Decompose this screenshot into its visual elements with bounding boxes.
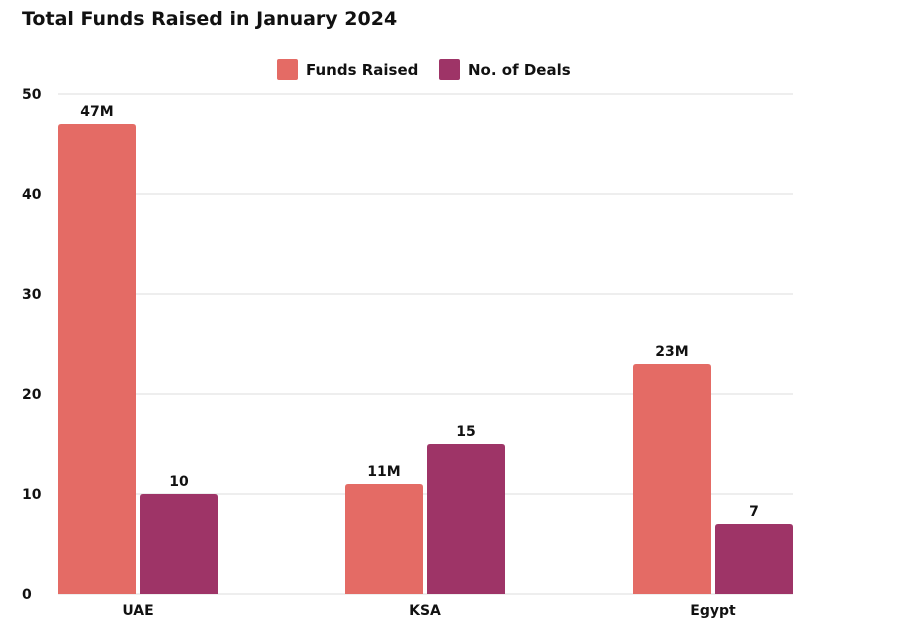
legend-label-no-of-deals: No. of Deals	[468, 61, 571, 79]
data-label: 11M	[367, 464, 400, 480]
data-label: 47M	[80, 104, 113, 120]
bar-uae-funds-raised	[58, 124, 136, 594]
bar-ksa-no-of-deals	[427, 444, 505, 594]
bar-egypt-funds-raised	[633, 364, 711, 594]
category-label-ksa: KSA	[409, 603, 441, 619]
legend-swatch-funds-raised	[277, 59, 298, 80]
bar-uae-no-of-deals	[140, 494, 218, 594]
data-label: 23M	[655, 344, 688, 360]
bars	[58, 124, 793, 594]
data-label: 15	[456, 424, 475, 440]
category-labels: UAE KSA Egypt	[122, 603, 736, 619]
y-axis-ticks: 0 10 20 30 40 50	[22, 87, 42, 603]
chart-title: Total Funds Raised in January 2024	[22, 8, 398, 30]
bar-egypt-no-of-deals	[715, 524, 793, 594]
category-label-uae: UAE	[122, 603, 153, 619]
legend: Funds Raised No. of Deals	[277, 59, 571, 80]
y-tick-label: 20	[22, 387, 42, 403]
data-labels: 47M 10 11M 15 23M 7	[80, 104, 759, 520]
bar-ksa-funds-raised	[345, 484, 423, 594]
y-tick-label: 50	[22, 87, 42, 103]
y-tick-label: 30	[22, 287, 42, 303]
y-tick-label: 10	[22, 487, 42, 503]
legend-label-funds-raised: Funds Raised	[306, 61, 418, 79]
legend-swatch-no-of-deals	[439, 59, 460, 80]
y-tick-label: 0	[22, 587, 32, 603]
data-label: 7	[749, 504, 759, 520]
y-tick-label: 40	[22, 187, 42, 203]
data-label: 10	[169, 474, 189, 490]
category-label-egypt: Egypt	[690, 603, 736, 619]
